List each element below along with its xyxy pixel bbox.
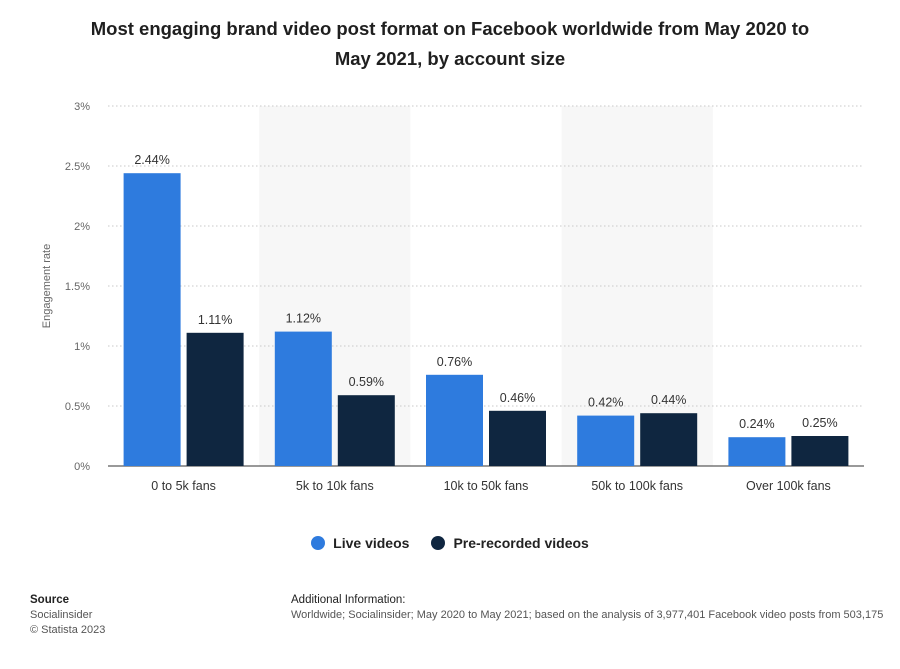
bar-pre-recorded-0[interactable] [186,332,244,466]
x-tick-label: 0 to 5k fans [151,479,216,493]
y-tick-label: 1.5% [65,281,90,293]
data-label: 0.25% [802,416,837,430]
source-name[interactable]: Socialinsider [30,609,93,621]
data-label: 0.46% [500,391,535,405]
bar-pre-recorded-2[interactable] [489,410,546,466]
data-label: 0.76% [437,355,472,369]
bar-live-3[interactable] [577,415,635,466]
source-block: Source Socialinsider © Statista 2023 [30,593,105,638]
y-axis-label: Engagement rate [41,244,53,328]
chart-title-line-2: May 2021, by account size [334,48,566,69]
x-tick-label: 5k to 10k fans [296,479,374,493]
legend-label-pre-recorded-videos: Pre-recorded videos [453,535,589,551]
y-tick-label: 0.5% [65,401,90,413]
data-label: 0.44% [651,393,686,407]
bar-pre-recorded-4[interactable] [791,436,849,466]
chart-title-line-1: Most engaging brand video post format on… [90,18,810,39]
additional-information: Additional Information: Worldwide; Socia… [291,593,900,623]
legend: Live videos Pre-recorded videos [0,535,900,551]
copyright: © Statista 2023 [30,624,106,636]
additional-text: Worldwide; Socialinsider; May 2020 to Ma… [291,609,884,621]
y-axis-ticks: 0% 0.5% 1% 1.5% 2% 2.5% 3% [65,101,90,473]
x-tick-label: Over 100k fans [746,479,831,493]
bar-live-2[interactable] [426,374,483,466]
legend-label-live-videos: Live videos [333,535,410,551]
y-tick-label: 1% [74,341,90,353]
x-axis-ticks: 0 to 5k fans 5k to 10k fans 10k to 50k fan… [151,479,830,493]
bar-chart: 0% 0.5% 1% 1.5% 2% 2.5% 3% 2.44% 1.11% 1.12% 0.59… [41,101,864,493]
legend-item-live-videos[interactable]: Live videos [311,535,409,551]
bar-live-0[interactable] [123,173,181,466]
bar-pre-recorded-3[interactable] [640,413,698,466]
bar-live-1[interactable] [274,331,332,466]
data-label: 2.44% [134,153,169,167]
bar-pre-recorded-1[interactable] [337,395,395,466]
y-tick-label: 3% [74,101,90,113]
data-label: 0.59% [349,375,384,389]
data-label: 0.24% [739,417,774,431]
x-tick-label: 10k to 50k fans [444,479,529,493]
y-tick-label: 2% [74,221,90,233]
y-tick-label: 2.5% [65,161,90,173]
data-label: 0.42% [588,396,623,410]
x-tick-label: 50k to 100k fans [591,479,683,493]
y-tick-label: 0% [74,461,90,473]
data-label: 1.12% [286,312,321,326]
data-label: 1.11% [198,313,233,327]
legend-swatch-pre-recorded-videos [431,536,446,550]
additional-heading: Additional Information: [291,594,406,606]
legend-swatch-live-videos [311,536,326,550]
bars: 2.44% 1.11% 1.12% 0.59% 0.76% 0.46% 0.42% 0.44%… [123,153,849,466]
source-heading: Source [30,594,69,606]
legend-item-pre-recorded-videos[interactable]: Pre-recorded videos [431,535,589,551]
chart-title: Most engaging brand video post format on… [40,14,860,74]
bar-live-4[interactable] [728,437,786,466]
